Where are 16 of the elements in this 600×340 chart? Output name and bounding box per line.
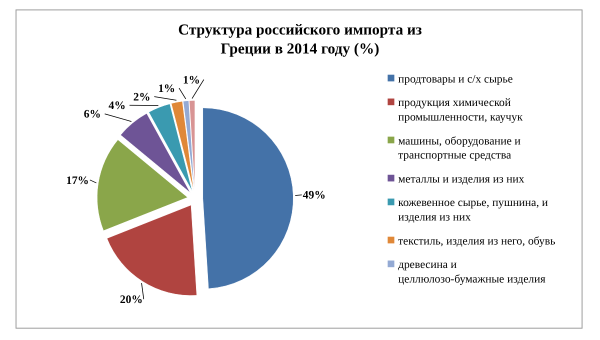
- data-label: 49%: [302, 190, 326, 202]
- data-label: 1%: [182, 74, 200, 86]
- data-label: 4%: [108, 100, 126, 112]
- legend-label: кожевенное сырье, пушнина, и изделия из них: [398, 197, 548, 224]
- data-label: 17%: [66, 174, 89, 187]
- legend-label: металлы и изделия из них: [398, 173, 525, 186]
- chart-title: Структура российского импорта из Греции в 2014 году (%): [178, 22, 422, 58]
- data-label: 20%: [120, 294, 143, 306]
- legend-label: продукция химической промышленности, каучук: [398, 97, 524, 124]
- legend-label: текстиль, изделия из него, обувь: [398, 235, 556, 248]
- data-label: 1%: [158, 82, 176, 95]
- legend-label: древесина и целлюлозо-бумажные изделия: [398, 259, 546, 286]
- legend-label: машины, оборудование и транспортные средства: [398, 135, 521, 162]
- legend-label: продтовары и с/х сырье: [398, 73, 513, 86]
- data-label: 2%: [133, 91, 150, 104]
- data-label: 6%: [84, 108, 101, 121]
